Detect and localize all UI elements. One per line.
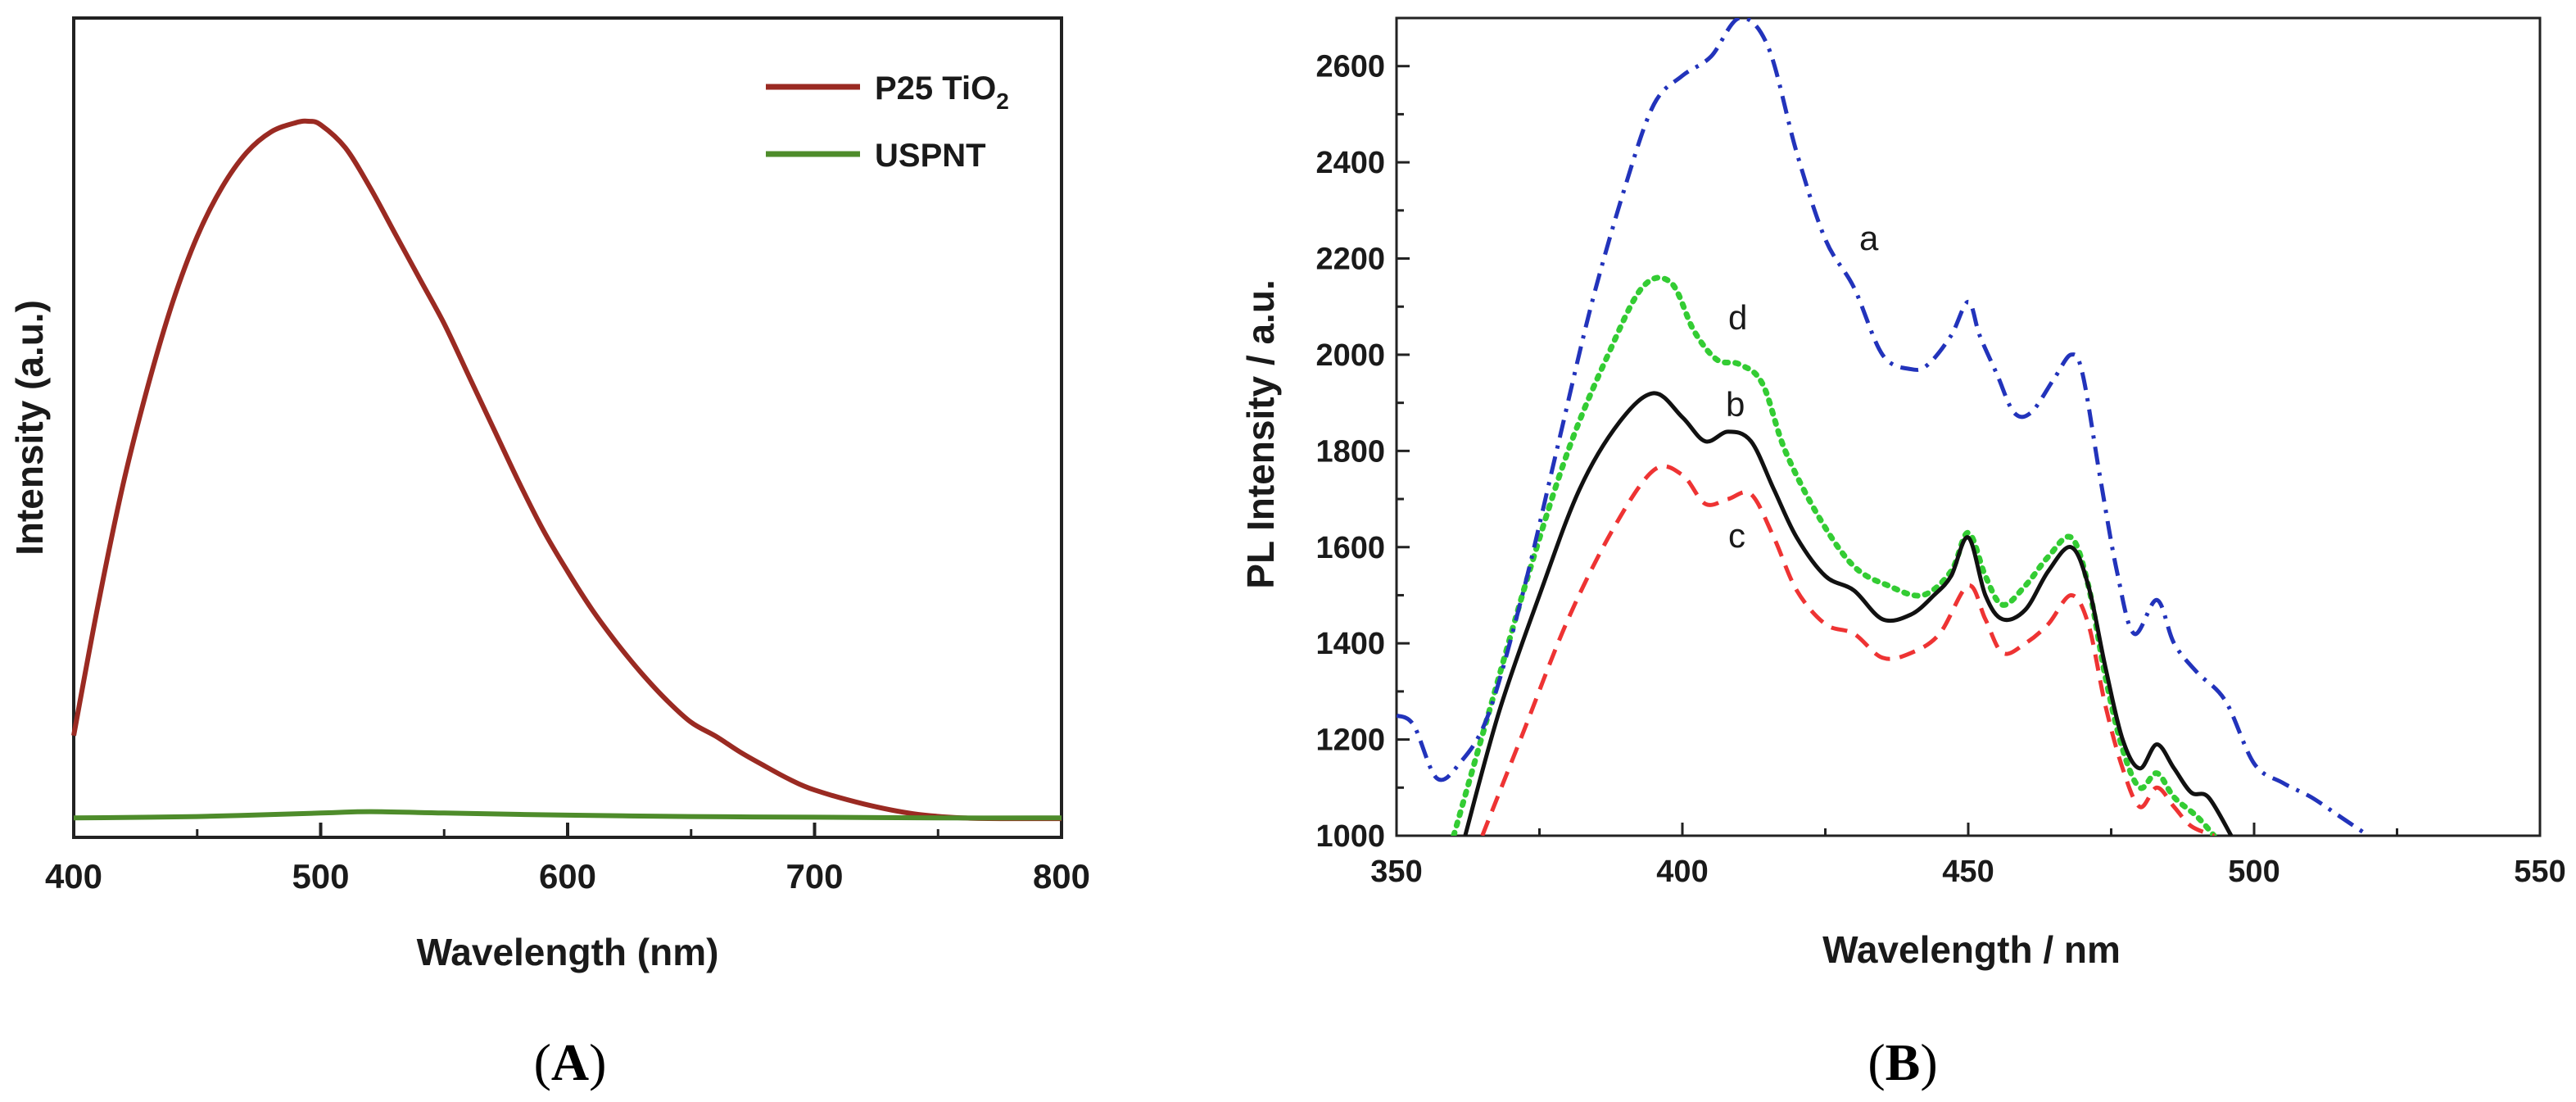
panel-label-b: (B) [1867,1033,1937,1091]
legend-label-p25: P25 TiO2 [875,70,1009,114]
curve-label-b: b [1726,385,1745,424]
x-tick-label: 550 [2514,855,2565,889]
y-tick-label: 1600 [1315,531,1385,565]
x-tick-label: 500 [292,857,349,896]
curve-label-a: a [1859,219,1879,257]
panel-b-x-axis-title: Wavelength / nm [1822,928,2121,971]
panel-b-y-ticks: 1000 1200 1400 1600 1800 2000 2200 2400 2600 [1315,50,1410,854]
y-tick-label: 2000 [1315,338,1385,373]
panel-b-plot-frame [1395,16,2542,837]
panel-a-x-axis-title: Wavelength (nm) [417,931,719,973]
legend-label-uspnt: USPNT [875,138,986,174]
panel-b-y-axis-title: PL Intensity / a.u. [1239,279,1282,588]
series-line-b [1463,391,2234,836]
panel-a-chart: 400 500 600 700 800 P25 TiO2 USPNT Wavelengt… [8,16,1090,973]
curve-label-c: c [1728,516,1745,555]
y-tick-label: 1200 [1315,723,1385,758]
series-line-d [1451,274,2217,836]
y-tick-label: 1800 [1315,434,1385,469]
y-tick-label: 2600 [1315,50,1385,84]
x-tick-label: 400 [1656,855,1708,889]
x-tick-label: 800 [1033,857,1090,896]
panel-a-legend: P25 TiO2 USPNT [766,70,1009,174]
panel-b-curve-labels: a b c d [1726,219,1879,555]
x-tick-label: 600 [539,857,596,896]
panel-a-y-axis-title: Intensity (a.u.) [8,300,51,556]
y-tick-label: 2200 [1315,243,1385,277]
x-tick-label: 400 [45,857,102,896]
series-line-p25-tio2 [71,118,1062,822]
curve-label-d: d [1728,298,1747,337]
panel-b-x-ticks: 350 400 450 500 550 [1370,823,2566,889]
x-tick-label: 350 [1370,855,1422,889]
x-tick-label: 700 [785,857,843,896]
y-tick-label: 2400 [1315,146,1385,180]
panel-label-a: (A) [534,1033,607,1091]
series-line-a [1397,18,2370,836]
y-tick-label: 1000 [1315,819,1385,854]
panel-a-x-ticks: 400 500 600 700 800 [45,823,1090,896]
y-tick-label: 1400 [1315,627,1385,661]
panel-b-chart: 350 400 450 500 550 1000 1200 1400 1600 1800 2000… [1239,16,2566,971]
panel-a-curves [71,118,1062,822]
x-tick-label: 450 [1942,855,1994,889]
series-line-uspnt [73,809,1062,821]
x-tick-label: 500 [2228,855,2279,889]
series-line-c [1480,464,2216,836]
panel-b-curves [1397,18,2370,836]
